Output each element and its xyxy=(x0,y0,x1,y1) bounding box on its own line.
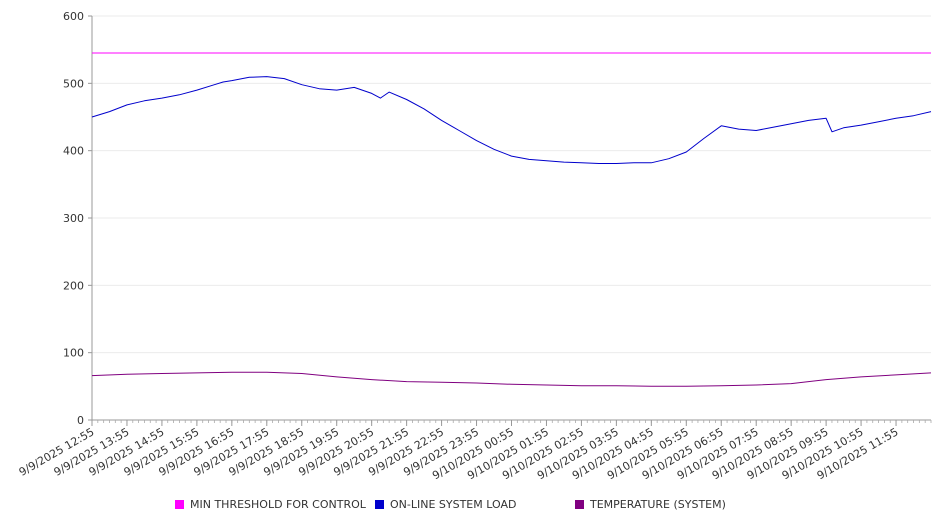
legend-label-temperature: TEMPERATURE (SYSTEM) xyxy=(590,498,726,511)
legend-swatch-temperature xyxy=(575,500,584,509)
legend-swatch-online-load xyxy=(375,500,384,509)
legend-item-min-threshold[interactable]: MIN THRESHOLD FOR CONTROL xyxy=(175,498,366,511)
legend-item-temperature[interactable]: TEMPERATURE (SYSTEM) xyxy=(575,498,726,511)
y-tick-label: 500 xyxy=(63,77,84,90)
temperature-line xyxy=(91,371,932,387)
y-tick-label: 400 xyxy=(63,145,84,158)
y-tick-label: 600 xyxy=(63,10,84,23)
y-tick-label: 0 xyxy=(77,414,84,427)
legend: MIN THRESHOLD FOR CONTROL ON-LINE SYSTEM… xyxy=(175,498,935,514)
y-axis-ticks: 0 100 200 300 400 500 600 xyxy=(63,10,92,427)
grid-lines xyxy=(92,15,931,354)
legend-label-online-load: ON-LINE SYSTEM LOAD xyxy=(390,498,517,511)
y-tick-label: 200 xyxy=(63,279,84,292)
legend-swatch-min-threshold xyxy=(175,500,184,509)
legend-item-online-load[interactable]: ON-LINE SYSTEM LOAD xyxy=(375,498,516,511)
y-tick-label: 100 xyxy=(63,347,84,360)
series-lines xyxy=(91,52,932,387)
y-tick-label: 300 xyxy=(63,212,84,225)
online-system-load-line xyxy=(91,76,932,164)
legend-label-min-threshold: MIN THRESHOLD FOR CONTROL xyxy=(190,498,366,511)
x-axis-ticks: 9/9/2025 12:559/9/2025 13:559/9/2025 14:… xyxy=(17,420,932,482)
